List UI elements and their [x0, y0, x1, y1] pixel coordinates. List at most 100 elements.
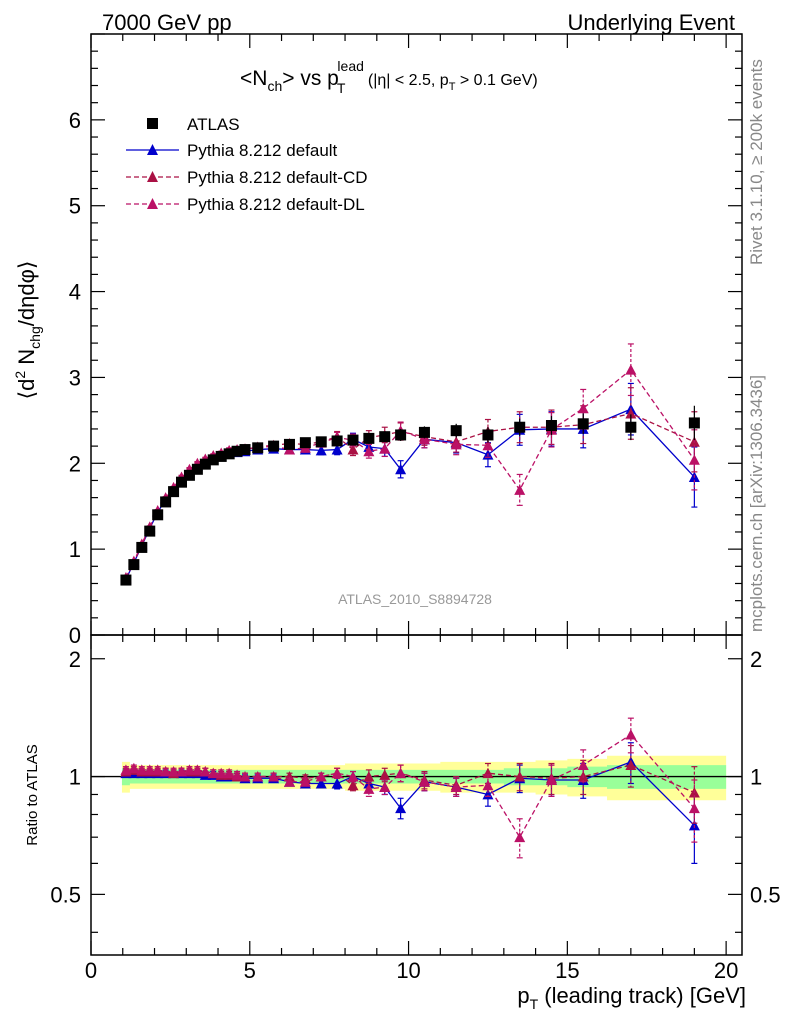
data-point [482, 429, 494, 441]
ratio-point [191, 764, 203, 775]
ratio-point [625, 759, 637, 771]
ratio-point [395, 802, 407, 814]
source-label: mcplots.cern.ch [arXiv:1306.3436] [747, 375, 766, 632]
data-point [625, 407, 637, 419]
data-point [152, 509, 164, 521]
x-tick-label: 15 [555, 958, 579, 983]
ratio-point [315, 771, 327, 782]
ratio-point [144, 764, 156, 775]
ratio-point [160, 766, 172, 777]
data-point [363, 432, 375, 444]
data-point [128, 559, 140, 571]
ratio-point [128, 762, 140, 774]
y-tick-label: 2 [69, 451, 81, 476]
ratio-point [299, 776, 311, 787]
legend-label-dl: Pythia 8.212 default-DL [187, 195, 365, 214]
data-point [331, 444, 343, 455]
legend: ATLAS Pythia 8.212 default Pythia 8.212 … [126, 115, 368, 214]
data-point [223, 448, 235, 460]
legend-entry-atlas: ATLAS [147, 115, 240, 134]
ratio-point [379, 781, 391, 793]
data-point [514, 421, 526, 433]
data-point [231, 445, 243, 457]
y-tick-label: 1 [69, 537, 81, 562]
data-point [144, 525, 156, 537]
data-point [418, 426, 430, 438]
legend-marker-dl [147, 198, 158, 209]
y-tick-label: 0 [69, 623, 81, 648]
x-tick-label: 10 [396, 958, 420, 983]
main-ylabel: ⟨d2 Nchg/dηdφ⟩ [12, 261, 43, 400]
data-point [688, 417, 700, 429]
ratio-point [223, 767, 235, 779]
data-point [363, 445, 375, 457]
ratio-point [395, 767, 407, 779]
ratio-point [215, 767, 227, 779]
data-point [120, 574, 132, 586]
data-point [395, 429, 407, 441]
legend-marker-cd [147, 171, 158, 182]
data-point [379, 443, 391, 454]
data-point [252, 442, 264, 454]
y-tick-label: 6 [69, 108, 81, 133]
data-point [268, 440, 280, 452]
data-point [331, 435, 343, 447]
data-point [283, 438, 295, 450]
ratio-series-dl [120, 717, 700, 859]
data-point [315, 444, 327, 456]
data-point [577, 402, 589, 414]
ratio-point [418, 776, 430, 787]
data-point [299, 437, 311, 449]
x-tick-label: 20 [714, 958, 738, 983]
ratio-point [331, 767, 343, 779]
ratio-y-tick-label-right: 2 [750, 647, 762, 672]
ratio-series-layer [120, 717, 700, 864]
ratio-point [176, 766, 188, 777]
data-point [315, 436, 327, 448]
y-tick-label: 4 [69, 280, 81, 305]
header-left: 7000 GeV pp [102, 10, 232, 35]
data-point [347, 434, 359, 446]
data-point [168, 486, 180, 498]
data-point [577, 418, 589, 430]
ratio-y-tick-label-right: 1 [750, 765, 762, 790]
data-point [347, 444, 359, 455]
ratio-point [152, 764, 164, 775]
data-point [160, 496, 172, 508]
legend-entry-dl: Pythia 8.212 default-DL [126, 195, 365, 214]
ratio-point [183, 764, 195, 775]
ratio-point [136, 764, 148, 775]
ratio-point [331, 778, 343, 789]
ratio-point [207, 767, 219, 779]
ratio-y-tick-label: 0.5 [50, 882, 81, 907]
y-tick-label: 3 [69, 365, 81, 390]
ratio-point [283, 776, 295, 787]
ratio-point [252, 771, 264, 782]
ratio-line [125, 733, 695, 839]
legend-label-atlas: ATLAS [187, 115, 240, 134]
data-point [625, 421, 637, 433]
data-point [379, 431, 391, 443]
data-point [199, 458, 211, 470]
ratio-point [482, 767, 494, 779]
data-point [545, 420, 557, 432]
x-tick-label: 0 [85, 958, 97, 983]
legend-label-cd: Pythia 8.212 default-CD [187, 168, 368, 187]
data-point [418, 433, 430, 445]
data-point [207, 454, 219, 466]
ratio-point [545, 774, 557, 785]
data-point [239, 444, 251, 456]
xlabel: pT (leading track) [GeV] [517, 983, 746, 1012]
data-point [183, 469, 195, 481]
data-point [395, 463, 407, 475]
ratio-point [199, 766, 211, 777]
analysis-id: ATLAS_2010_S8894728 [338, 591, 492, 607]
ratio-line [125, 761, 695, 826]
series-line [125, 408, 695, 580]
ratio-point [363, 771, 375, 782]
ratio-point [315, 778, 327, 789]
axis-ticks: 0 5 10 15 20 0 1 2 3 4 5 6 0.5 0.5 1 1 2 2 [50, 33, 781, 983]
legend-entry-cd: Pythia 8.212 default-CD [126, 168, 368, 187]
main-title: <Nch> vs pTlead(|η| < 2.5, pT > 0.1 GeV) [240, 58, 538, 96]
